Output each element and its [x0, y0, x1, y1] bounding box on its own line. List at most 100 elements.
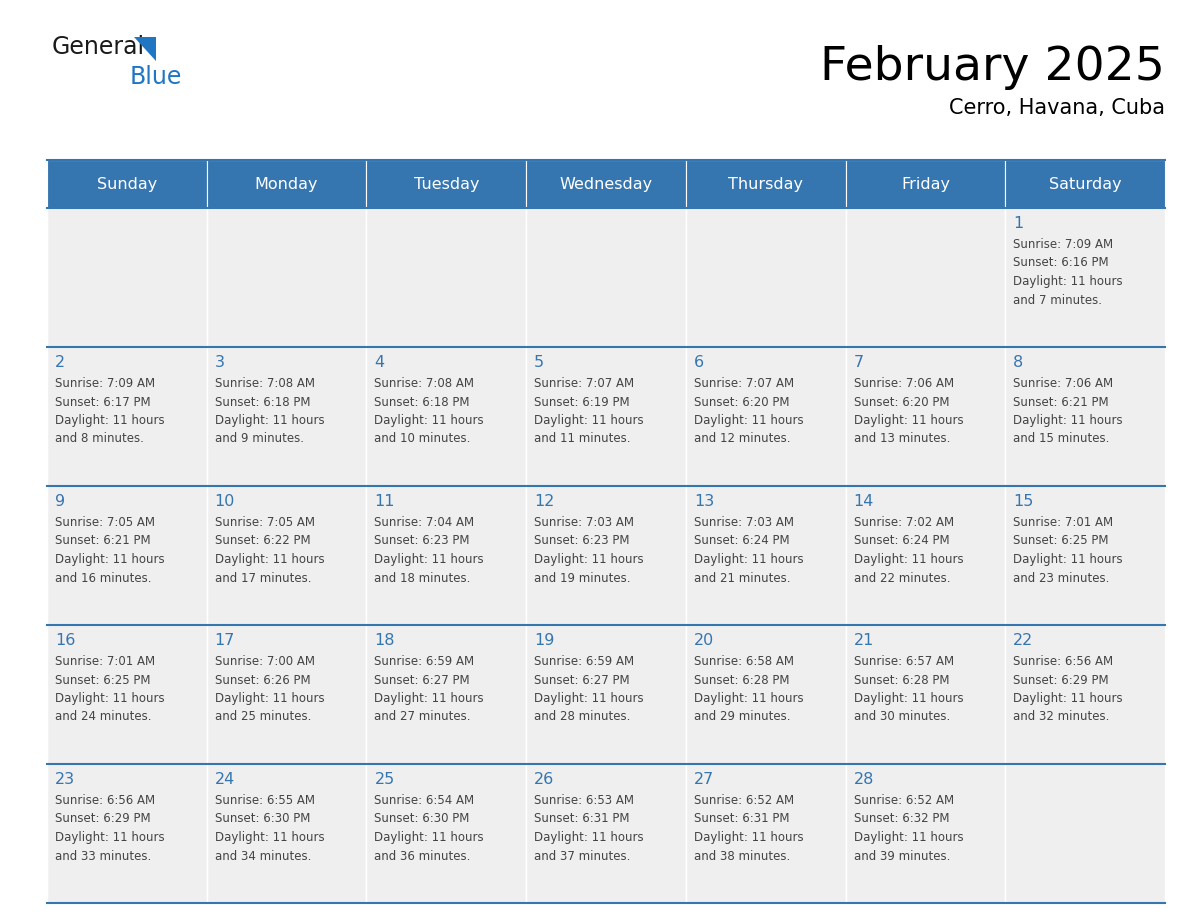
Bar	[526, 486, 685, 625]
Text: Sunrise: 7:05 AM
Sunset: 6:21 PM
Daylight: 11 hours
and 16 minutes.: Sunrise: 7:05 AM Sunset: 6:21 PM Dayligh…	[55, 516, 165, 585]
Bar	[48, 160, 207, 208]
Bar	[48, 625, 207, 764]
Text: Sunrise: 7:09 AM
Sunset: 6:16 PM
Daylight: 11 hours
and 7 minutes.: Sunrise: 7:09 AM Sunset: 6:16 PM Dayligh…	[1013, 238, 1123, 307]
Text: 11: 11	[374, 494, 394, 509]
Text: Sunrise: 6:52 AM
Sunset: 6:31 PM
Daylight: 11 hours
and 38 minutes.: Sunrise: 6:52 AM Sunset: 6:31 PM Dayligh…	[694, 794, 803, 863]
Text: 8: 8	[1013, 355, 1024, 370]
Text: 3: 3	[215, 355, 225, 370]
Bar	[846, 486, 1005, 625]
Text: Sunrise: 7:04 AM
Sunset: 6:23 PM
Daylight: 11 hours
and 18 minutes.: Sunrise: 7:04 AM Sunset: 6:23 PM Dayligh…	[374, 516, 484, 585]
Bar	[48, 208, 207, 347]
Text: 14: 14	[853, 494, 874, 509]
Bar	[526, 625, 685, 764]
Bar	[1005, 347, 1165, 486]
Text: Sunrise: 7:01 AM
Sunset: 6:25 PM
Daylight: 11 hours
and 23 minutes.: Sunrise: 7:01 AM Sunset: 6:25 PM Dayligh…	[1013, 516, 1123, 585]
Bar	[1005, 625, 1165, 764]
Polygon shape	[134, 37, 156, 61]
Bar	[207, 486, 366, 625]
Text: Sunrise: 6:52 AM
Sunset: 6:32 PM
Daylight: 11 hours
and 39 minutes.: Sunrise: 6:52 AM Sunset: 6:32 PM Dayligh…	[853, 794, 963, 863]
Bar	[207, 208, 366, 347]
Bar	[207, 347, 366, 486]
Text: Sunrise: 7:07 AM
Sunset: 6:20 PM
Daylight: 11 hours
and 12 minutes.: Sunrise: 7:07 AM Sunset: 6:20 PM Dayligh…	[694, 377, 803, 445]
Bar	[366, 764, 526, 903]
Text: 28: 28	[853, 772, 874, 787]
Text: Sunrise: 7:02 AM
Sunset: 6:24 PM
Daylight: 11 hours
and 22 minutes.: Sunrise: 7:02 AM Sunset: 6:24 PM Dayligh…	[853, 516, 963, 585]
Text: 9: 9	[55, 494, 65, 509]
Text: Sunrise: 7:08 AM
Sunset: 6:18 PM
Daylight: 11 hours
and 9 minutes.: Sunrise: 7:08 AM Sunset: 6:18 PM Dayligh…	[215, 377, 324, 445]
Text: 27: 27	[694, 772, 714, 787]
Text: 20: 20	[694, 633, 714, 648]
Text: 24: 24	[215, 772, 235, 787]
Text: 6: 6	[694, 355, 704, 370]
Text: 21: 21	[853, 633, 874, 648]
Bar	[48, 347, 207, 486]
Bar	[685, 347, 846, 486]
Bar	[1005, 486, 1165, 625]
Text: Thursday: Thursday	[728, 176, 803, 192]
Text: Saturday: Saturday	[1049, 176, 1121, 192]
Text: Monday: Monday	[254, 176, 318, 192]
Text: 13: 13	[694, 494, 714, 509]
Bar	[846, 625, 1005, 764]
Text: 23: 23	[55, 772, 75, 787]
Text: Wednesday: Wednesday	[560, 176, 652, 192]
Text: Sunrise: 7:05 AM
Sunset: 6:22 PM
Daylight: 11 hours
and 17 minutes.: Sunrise: 7:05 AM Sunset: 6:22 PM Dayligh…	[215, 516, 324, 585]
Text: February 2025: February 2025	[820, 45, 1165, 90]
Bar	[685, 160, 846, 208]
Text: Sunrise: 6:54 AM
Sunset: 6:30 PM
Daylight: 11 hours
and 36 minutes.: Sunrise: 6:54 AM Sunset: 6:30 PM Dayligh…	[374, 794, 484, 863]
Text: Friday: Friday	[901, 176, 950, 192]
Text: Sunrise: 6:53 AM
Sunset: 6:31 PM
Daylight: 11 hours
and 37 minutes.: Sunrise: 6:53 AM Sunset: 6:31 PM Dayligh…	[535, 794, 644, 863]
Text: Sunrise: 7:08 AM
Sunset: 6:18 PM
Daylight: 11 hours
and 10 minutes.: Sunrise: 7:08 AM Sunset: 6:18 PM Dayligh…	[374, 377, 484, 445]
Bar	[685, 486, 846, 625]
Bar	[207, 160, 366, 208]
Text: 1: 1	[1013, 216, 1024, 231]
Text: Sunrise: 7:03 AM
Sunset: 6:23 PM
Daylight: 11 hours
and 19 minutes.: Sunrise: 7:03 AM Sunset: 6:23 PM Dayligh…	[535, 516, 644, 585]
Text: 19: 19	[535, 633, 555, 648]
Bar	[685, 764, 846, 903]
Text: Sunrise: 7:09 AM
Sunset: 6:17 PM
Daylight: 11 hours
and 8 minutes.: Sunrise: 7:09 AM Sunset: 6:17 PM Dayligh…	[55, 377, 165, 445]
Bar	[1005, 208, 1165, 347]
Bar	[48, 486, 207, 625]
Text: Sunrise: 6:56 AM
Sunset: 6:29 PM
Daylight: 11 hours
and 32 minutes.: Sunrise: 6:56 AM Sunset: 6:29 PM Dayligh…	[1013, 655, 1123, 723]
Text: 17: 17	[215, 633, 235, 648]
Bar	[366, 625, 526, 764]
Bar	[366, 160, 526, 208]
Bar	[846, 764, 1005, 903]
Text: 12: 12	[535, 494, 555, 509]
Text: 18: 18	[374, 633, 394, 648]
Bar	[846, 347, 1005, 486]
Bar	[1005, 764, 1165, 903]
Text: Blue: Blue	[129, 65, 183, 89]
Bar	[685, 625, 846, 764]
Text: 10: 10	[215, 494, 235, 509]
Bar	[526, 764, 685, 903]
Text: Cerro, Havana, Cuba: Cerro, Havana, Cuba	[949, 98, 1165, 118]
Bar	[366, 208, 526, 347]
Text: Sunrise: 7:07 AM
Sunset: 6:19 PM
Daylight: 11 hours
and 11 minutes.: Sunrise: 7:07 AM Sunset: 6:19 PM Dayligh…	[535, 377, 644, 445]
Bar	[48, 764, 207, 903]
Text: Tuesday: Tuesday	[413, 176, 479, 192]
Bar	[526, 160, 685, 208]
Bar	[685, 208, 846, 347]
Text: 16: 16	[55, 633, 75, 648]
Text: Sunrise: 6:58 AM
Sunset: 6:28 PM
Daylight: 11 hours
and 29 minutes.: Sunrise: 6:58 AM Sunset: 6:28 PM Dayligh…	[694, 655, 803, 723]
Text: Sunrise: 7:06 AM
Sunset: 6:21 PM
Daylight: 11 hours
and 15 minutes.: Sunrise: 7:06 AM Sunset: 6:21 PM Dayligh…	[1013, 377, 1123, 445]
Text: Sunrise: 6:59 AM
Sunset: 6:27 PM
Daylight: 11 hours
and 27 minutes.: Sunrise: 6:59 AM Sunset: 6:27 PM Dayligh…	[374, 655, 484, 723]
Bar	[846, 208, 1005, 347]
Text: Sunrise: 7:01 AM
Sunset: 6:25 PM
Daylight: 11 hours
and 24 minutes.: Sunrise: 7:01 AM Sunset: 6:25 PM Dayligh…	[55, 655, 165, 723]
Text: 5: 5	[535, 355, 544, 370]
Text: Sunrise: 6:57 AM
Sunset: 6:28 PM
Daylight: 11 hours
and 30 minutes.: Sunrise: 6:57 AM Sunset: 6:28 PM Dayligh…	[853, 655, 963, 723]
Text: 26: 26	[535, 772, 555, 787]
Text: Sunday: Sunday	[96, 176, 157, 192]
Text: Sunrise: 6:59 AM
Sunset: 6:27 PM
Daylight: 11 hours
and 28 minutes.: Sunrise: 6:59 AM Sunset: 6:27 PM Dayligh…	[535, 655, 644, 723]
Text: Sunrise: 7:03 AM
Sunset: 6:24 PM
Daylight: 11 hours
and 21 minutes.: Sunrise: 7:03 AM Sunset: 6:24 PM Dayligh…	[694, 516, 803, 585]
Text: 22: 22	[1013, 633, 1034, 648]
Text: Sunrise: 7:06 AM
Sunset: 6:20 PM
Daylight: 11 hours
and 13 minutes.: Sunrise: 7:06 AM Sunset: 6:20 PM Dayligh…	[853, 377, 963, 445]
Text: 4: 4	[374, 355, 385, 370]
Text: 2: 2	[55, 355, 65, 370]
Text: 7: 7	[853, 355, 864, 370]
Bar	[526, 208, 685, 347]
Bar	[526, 347, 685, 486]
Text: Sunrise: 7:00 AM
Sunset: 6:26 PM
Daylight: 11 hours
and 25 minutes.: Sunrise: 7:00 AM Sunset: 6:26 PM Dayligh…	[215, 655, 324, 723]
Text: Sunrise: 6:55 AM
Sunset: 6:30 PM
Daylight: 11 hours
and 34 minutes.: Sunrise: 6:55 AM Sunset: 6:30 PM Dayligh…	[215, 794, 324, 863]
